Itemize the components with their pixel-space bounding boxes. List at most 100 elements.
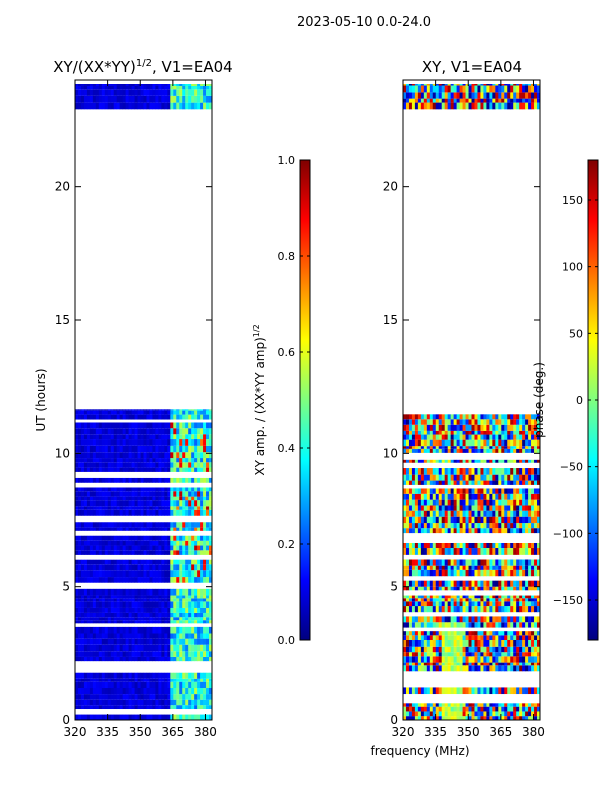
heatmap-cell xyxy=(101,626,106,634)
heatmap-cell xyxy=(83,95,88,103)
heatmap-cell xyxy=(146,522,150,528)
heatmap-cell xyxy=(474,622,478,628)
heatmap-cell xyxy=(170,672,174,679)
heatmap-cell xyxy=(498,480,502,485)
heatmap-cell xyxy=(179,496,183,501)
heatmap-cell xyxy=(513,595,517,599)
heatmap-cell xyxy=(119,644,124,652)
heatmap-cell xyxy=(483,468,487,475)
heatmap-cell xyxy=(92,445,97,453)
heatmap-cell xyxy=(483,622,487,628)
heatmap-cell xyxy=(403,580,407,587)
heatmap-cell xyxy=(456,84,460,86)
heatmap-cell xyxy=(92,638,97,645)
heatmap-cell xyxy=(137,620,141,624)
heatmap-cell xyxy=(206,527,210,531)
heatmap-cell xyxy=(492,548,496,555)
heatmap-cell xyxy=(471,706,475,712)
heatmap-cell xyxy=(525,601,529,607)
heatmap-cell xyxy=(173,410,177,415)
heatmap-cell xyxy=(441,656,446,663)
heatmap-cell xyxy=(75,496,79,501)
heatmap-cell xyxy=(75,595,79,599)
heatmap-cell xyxy=(158,601,162,608)
heatmap-cell xyxy=(86,678,91,682)
heatmap-cell xyxy=(89,95,94,103)
heatmap-cell xyxy=(200,409,204,411)
heatmap-cell xyxy=(209,445,212,453)
heatmap-cell xyxy=(492,622,496,628)
heatmap-cell xyxy=(510,565,514,570)
heatmap-cell xyxy=(188,656,192,662)
heatmap-cell xyxy=(116,458,121,463)
heatmap-cell xyxy=(83,500,88,507)
heatmap-cell xyxy=(489,505,493,511)
heatmap-cell xyxy=(489,528,493,534)
heatmap-cell xyxy=(495,499,499,506)
heatmap-cell xyxy=(441,474,446,481)
heatmap-cell xyxy=(77,491,82,497)
heatmap-cell xyxy=(462,665,466,672)
heatmap-cell xyxy=(173,672,177,679)
heatmap-cell xyxy=(110,477,115,483)
heatmap-cell xyxy=(453,559,458,566)
heatmap-cell xyxy=(507,542,511,549)
heatmap-cell xyxy=(432,706,437,712)
heatmap-cell xyxy=(188,545,192,551)
heatmap-cell xyxy=(200,705,204,710)
heatmap-cell xyxy=(519,85,523,93)
heatmap-cell xyxy=(194,422,198,429)
heatmap-cell xyxy=(501,98,505,103)
heatmap-cell xyxy=(522,430,526,435)
heatmap-cell xyxy=(453,488,458,494)
heatmap-cell xyxy=(149,559,153,565)
heatmap-cell xyxy=(104,626,109,634)
heatmap-cell xyxy=(405,414,410,420)
heatmap-cell xyxy=(483,716,487,720)
heatmap-cell xyxy=(480,98,484,103)
heatmap-cell xyxy=(459,419,463,425)
heatmap-cell xyxy=(471,542,475,549)
heatmap-cell xyxy=(495,559,499,566)
heatmap-cell xyxy=(203,644,207,652)
heatmap-cell xyxy=(134,506,138,510)
heatmap-cell xyxy=(119,462,124,468)
heatmap-cell xyxy=(501,542,505,549)
heatmap-cell xyxy=(131,545,135,551)
heatmap-cell xyxy=(149,678,153,682)
heatmap-cell xyxy=(110,452,115,459)
heatmap-cell xyxy=(468,616,472,623)
heatmap-cell xyxy=(110,588,115,596)
heatmap-cell xyxy=(161,564,165,571)
heatmap-cell xyxy=(173,85,177,90)
heatmap-cell xyxy=(191,89,195,96)
heatmap-cell xyxy=(86,522,91,528)
heatmap-cell xyxy=(498,687,502,695)
heatmap-cell xyxy=(462,505,466,511)
heatmap-cell xyxy=(176,84,180,86)
heatmap-cell xyxy=(188,506,192,510)
heatmap-cell xyxy=(98,491,103,497)
heatmap-cell xyxy=(80,434,85,440)
heatmap-cell xyxy=(453,474,458,481)
heatmap-cell xyxy=(498,516,502,524)
heatmap-cell xyxy=(522,102,526,110)
heatmap-cell xyxy=(489,523,493,529)
heatmap-cell xyxy=(405,635,410,640)
heatmap-cell xyxy=(456,652,460,657)
heatmap-cell xyxy=(429,459,434,463)
heatmap-cell xyxy=(188,595,192,599)
heatmap-cell xyxy=(104,535,109,541)
heatmap-cell xyxy=(441,665,446,672)
heatmap-cell xyxy=(519,662,523,666)
heatmap-cell xyxy=(116,500,121,507)
heatmap-cell xyxy=(200,439,204,446)
heatmap-cell xyxy=(498,446,502,449)
heatmap-cell xyxy=(86,705,91,710)
heatmap-cell xyxy=(143,95,147,103)
heatmap-cell xyxy=(432,565,437,570)
heatmap-cell xyxy=(122,577,127,583)
heatmap-cell xyxy=(432,639,437,647)
heatmap-cell xyxy=(86,509,91,516)
heatmap-gap-row xyxy=(403,627,540,632)
